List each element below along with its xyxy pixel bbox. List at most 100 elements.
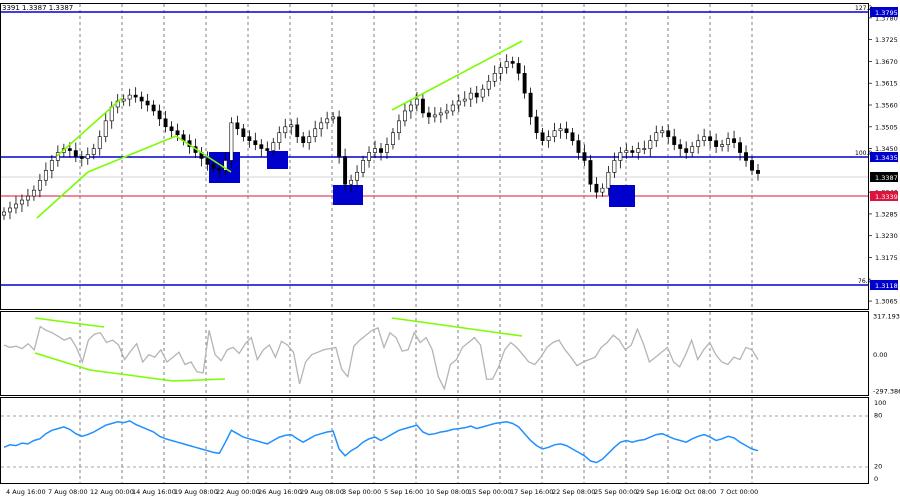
candle-body: [25, 195, 30, 201]
rsi-y-axis: 100 80 20 0: [874, 399, 886, 483]
candle-body: [265, 148, 270, 151]
candle-body: [247, 136, 252, 141]
candle-body: [397, 120, 401, 134]
candle-body: [498, 67, 503, 74]
trend-line-4[interactable]: [175, 135, 232, 173]
candle-body: [564, 128, 569, 134]
candle-body: [468, 92, 473, 100]
support-zone-4[interactable]: [609, 185, 635, 207]
trend-line-5[interactable]: [391, 40, 523, 111]
candle-body: [414, 98, 419, 106]
candle-body: [612, 160, 617, 173]
label-1.3118-text: 1.3118: [875, 282, 898, 290]
candle-body: [67, 148, 72, 151]
candle-body: [582, 152, 587, 161]
candle-body: [660, 130, 665, 134]
candle-body: [402, 110, 407, 122]
trend-line-3[interactable]: [87, 135, 177, 173]
price-y-tick-label: 1.3505: [875, 123, 898, 131]
cci-y-tick-label: 317.1939: [873, 313, 900, 321]
fib-127-label: 127.2: [855, 5, 872, 12]
rsi-line: [3, 420, 759, 464]
candle-body: [540, 132, 545, 141]
candle-body: [408, 104, 413, 112]
candle-body: [618, 152, 623, 161]
candle-body: [301, 136, 306, 143]
trend-line-1[interactable]: [36, 171, 89, 219]
candle-body: [708, 136, 713, 141]
candle-body: [450, 104, 455, 112]
candle-body: [552, 130, 557, 137]
candle-body: [253, 140, 258, 145]
candle-body: [426, 112, 431, 118]
candle-body: [594, 183, 599, 193]
candle-body: [462, 98, 467, 102]
rsi-pane-frame: [0, 397, 869, 484]
x-tick-label: 26 Aug 16:00: [258, 488, 302, 496]
candle-body: [211, 164, 216, 169]
x-tick-label: 17 Sep 16:00: [510, 488, 553, 496]
candle-body: [373, 148, 377, 153]
candle-body: [85, 154, 90, 159]
candle-body: [672, 136, 677, 145]
x-tick-label: 22 Aug 00:00: [216, 488, 260, 496]
candle-body: [480, 88, 485, 98]
cci-trend-5[interactable]: [391, 317, 523, 337]
candle-body: [343, 156, 348, 185]
rsi-y-tick-label: 20: [874, 463, 882, 471]
candle-body: [337, 116, 342, 157]
candle-body: [654, 132, 659, 141]
cci-y-tick-label: -297.386: [873, 388, 900, 396]
label-1.3387-text: 1.3387: [875, 174, 898, 182]
candle-body: [55, 152, 60, 161]
candle-body: [726, 138, 731, 145]
candle-body: [702, 136, 707, 141]
candle-body: [720, 144, 725, 147]
trend-line-2[interactable]: [56, 97, 123, 157]
rsi-y-tick-label: 0: [874, 475, 878, 483]
cci-trend-1[interactable]: [34, 317, 105, 328]
candle-body: [121, 98, 126, 102]
label-1.3387-bg: [870, 172, 898, 182]
rsi-series-path: [3, 420, 759, 464]
rsi-y-tick-label: 100: [874, 399, 886, 407]
candle-body: [331, 116, 336, 120]
label-1.3339-bg: [870, 191, 898, 201]
candle-body: [385, 144, 389, 153]
candle-body: [504, 61, 509, 68]
candle-body: [139, 96, 144, 102]
x-tick-label: 15 Sep 00:00: [468, 488, 511, 496]
candle-body: [684, 148, 689, 153]
cci-pane-frame: [0, 311, 869, 396]
candle-body: [49, 160, 54, 171]
candle-body: [91, 148, 96, 155]
cci-trend-3[interactable]: [89, 369, 174, 382]
price-y-tick-label: 1.3725: [875, 36, 898, 44]
candle-body: [241, 128, 246, 137]
cci-trend-2[interactable]: [34, 352, 91, 371]
candle-body: [259, 144, 264, 149]
candle-body: [79, 156, 84, 159]
price-pane-frame: [0, 3, 869, 310]
price-y-tick-label: 1.3780: [875, 14, 898, 22]
candle-body: [546, 136, 551, 141]
candle-body: [205, 158, 210, 165]
candle-body: [642, 148, 647, 150]
price-y-tick-label: 1.3175: [875, 254, 898, 262]
candle-body: [600, 187, 605, 193]
fib-100-label: 100.0: [855, 150, 872, 157]
candle-body: [522, 73, 527, 94]
support-zone-3[interactable]: [333, 185, 363, 205]
candle-body: [319, 122, 324, 130]
candle-body: [313, 128, 318, 137]
candle-body: [678, 144, 683, 149]
label-1.3435-text: 1.3435: [875, 154, 898, 162]
support-zone-2[interactable]: [267, 151, 288, 169]
candle-body: [307, 136, 312, 143]
candle-body: [169, 126, 174, 132]
candle-body: [624, 150, 629, 153]
price-y-tick-label: 1.3670: [875, 58, 898, 66]
cci-trend-4[interactable]: [172, 378, 226, 382]
